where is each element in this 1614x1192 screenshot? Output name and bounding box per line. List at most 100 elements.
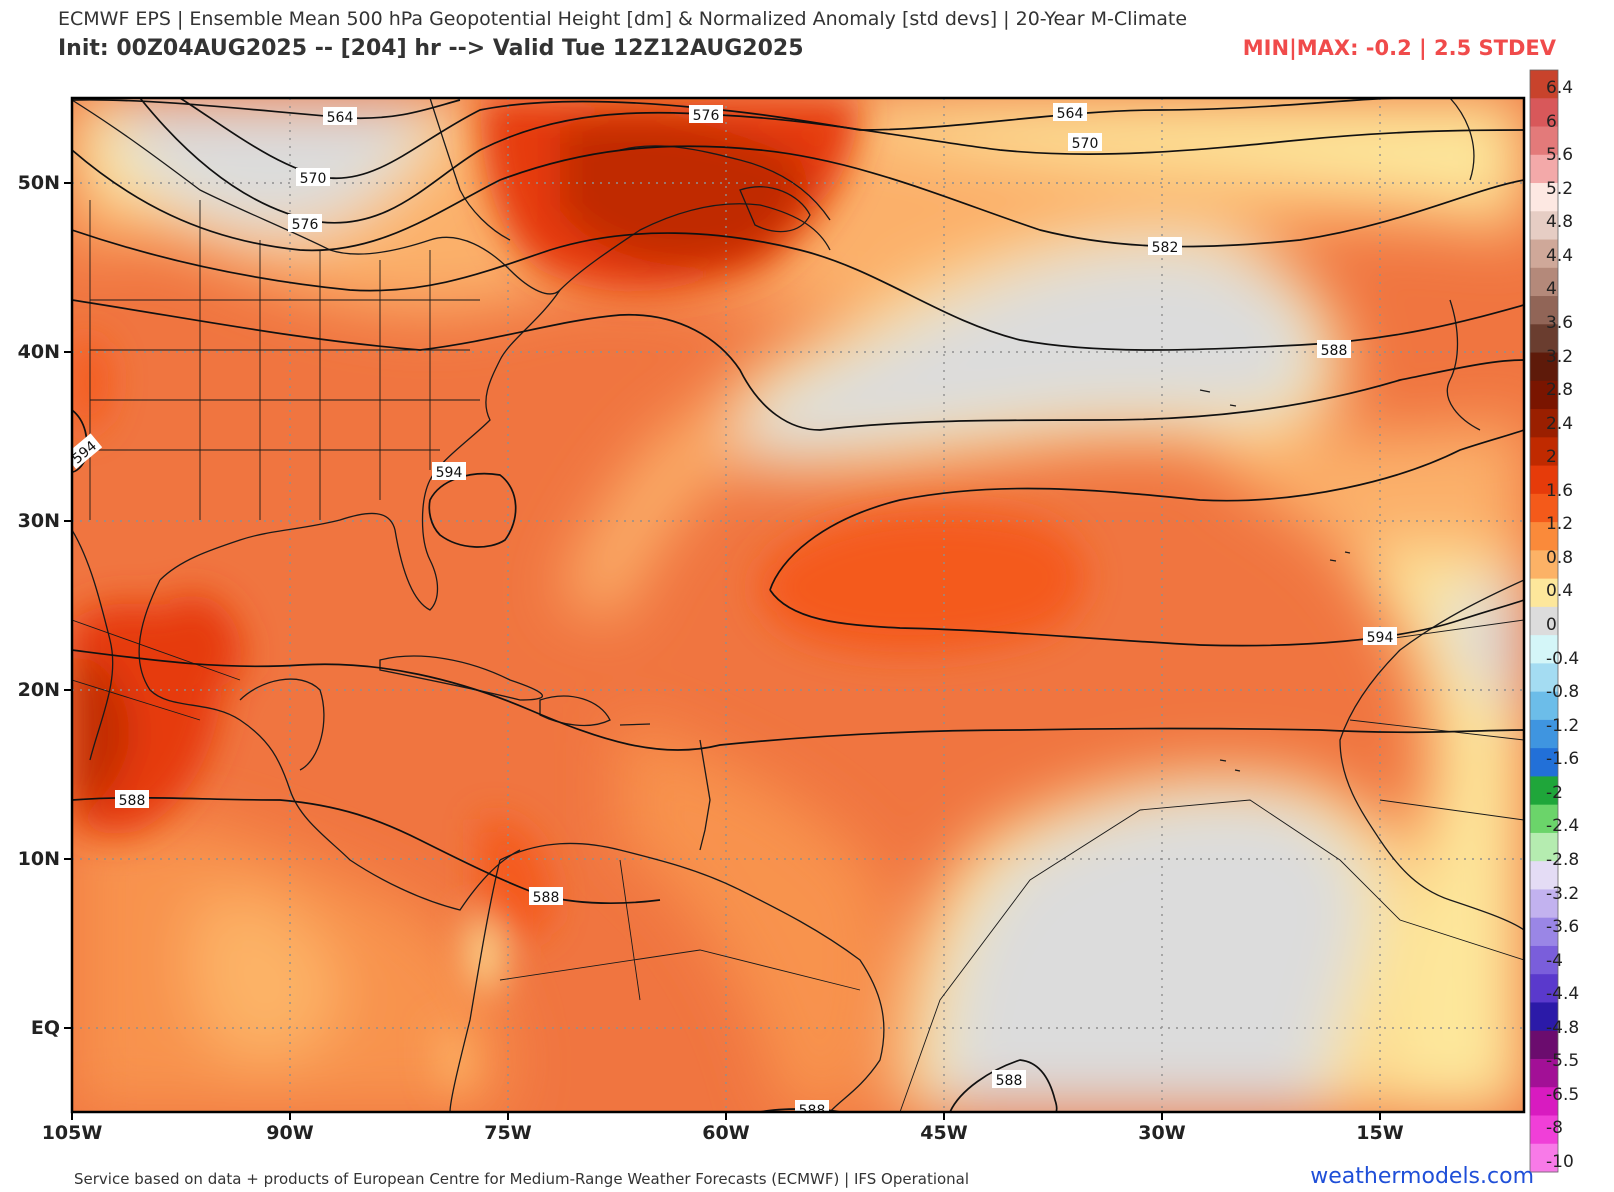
colorbar-swatch: [1530, 748, 1558, 777]
lat-label-eq: EQ: [30, 1017, 60, 1039]
colorbar-swatch: [1530, 239, 1558, 269]
colorbar-tick-label: -1.2: [1546, 715, 1580, 736]
colorbar-swatch: [1530, 409, 1558, 438]
colorbar-swatch: [1530, 352, 1558, 382]
colorbar-swatch: [1530, 98, 1558, 128]
contour-label: 582: [1152, 240, 1179, 256]
colorbar-swatch: [1530, 606, 1558, 636]
colorbar-tick-label: 1.6: [1546, 480, 1574, 501]
data-source-note: Service based on data + products of Euro…: [74, 1170, 970, 1188]
colorbar-swatch: [1530, 889, 1558, 919]
colorbar-tick-label: -1.6: [1546, 749, 1580, 770]
colorbar-swatch: [1530, 1087, 1558, 1116]
lat-label-30n: 30N: [17, 510, 60, 532]
colorbar-tick-label: -4: [1546, 950, 1563, 971]
colorbar-swatch: [1530, 663, 1558, 693]
axis-ticks: [64, 182, 1381, 1120]
lon-label-90w: 90W: [266, 1122, 314, 1144]
contour-label: 588: [799, 1103, 826, 1119]
lat-label-20n: 20N: [17, 679, 60, 701]
contour-label: 564: [327, 110, 354, 126]
political-borders: [72, 200, 1524, 1112]
contour-label: 594: [436, 465, 463, 481]
colorbar-tick-label: 2.4: [1546, 413, 1574, 434]
colorbar-tick-label: 1.2: [1546, 514, 1574, 535]
colorbar-tick-label: 5.6: [1546, 145, 1574, 166]
contour-label: 570: [300, 171, 327, 187]
lon-label-105w: 105W: [41, 1122, 103, 1144]
colorbar-swatch: [1530, 183, 1558, 212]
colorbar-tick-label: 0.8: [1546, 547, 1574, 568]
contour-label: 576: [693, 108, 720, 124]
colorbar-swatch: [1530, 1058, 1558, 1088]
colorbar-tick-label: -2.4: [1546, 816, 1580, 837]
colorbar-swatch: [1530, 917, 1558, 947]
anomaly-shading: 564 570 576 576 564 570 582 588 594 594 …: [72, 98, 1524, 1119]
colorbar-swatch: [1530, 522, 1558, 551]
contour-label: 588: [119, 793, 146, 809]
colorbar-swatch: [1530, 380, 1558, 410]
contour-label: 576: [292, 217, 319, 233]
map-title: ECMWF EPS | Ensemble Mean 500 hPa Geopot…: [58, 8, 1188, 30]
colorbar-swatch: [1530, 776, 1558, 806]
contour-label-group: 564 570 576 576 564 570 582 588 594 594 …: [72, 103, 1397, 1119]
colorbar-swatch: [1530, 1143, 1558, 1173]
colorbar-tick-label: 3.2: [1546, 346, 1574, 367]
colorbar-tick-label: -10: [1546, 1152, 1574, 1172]
lon-label-60w: 60W: [702, 1122, 750, 1144]
contour-label: 588: [996, 1073, 1023, 1089]
colorbar-swatch: [1530, 267, 1558, 297]
coastlines: [72, 98, 1524, 1112]
colorbar-tick-label: -3.2: [1546, 883, 1580, 904]
colorbar-tick-label: -3.6: [1546, 917, 1580, 938]
colorbar-swatch: [1530, 437, 1558, 467]
lat-label-40n: 40N: [17, 341, 60, 363]
colorbar-tick-label: -0.8: [1546, 682, 1580, 703]
colorbar-swatch: [1530, 493, 1558, 523]
colorbar-swatch: [1530, 211, 1558, 241]
lon-label-15w: 15W: [1356, 1122, 1404, 1144]
colorbar-tick-label: 6: [1546, 111, 1557, 132]
graticule: [72, 98, 1524, 1112]
colorbar-swatch: [1530, 126, 1558, 156]
colorbar-tick-label: 5.2: [1546, 178, 1574, 199]
colorbar-tick-label: -4.4: [1546, 984, 1580, 1005]
colorbar-swatch: [1530, 465, 1558, 495]
colorbar-tick-label: -6.5: [1546, 1084, 1580, 1105]
colorbar-tick-label: -4.8: [1546, 1017, 1580, 1038]
colorbar-swatch: [1530, 832, 1558, 862]
colorbar-tick-label: 0: [1546, 615, 1557, 635]
colorbar-swatch: [1530, 719, 1558, 749]
colorbar-swatch: [1530, 691, 1558, 721]
colorbar-swatch: [1530, 324, 1558, 354]
colorbar-tick-label: -2: [1546, 782, 1563, 803]
colorbar-tick-label: 4: [1546, 279, 1557, 300]
colorbar-swatch: [1530, 635, 1558, 664]
colorbar-swatch: [1530, 974, 1558, 1003]
colorbar-swatch: [1530, 154, 1558, 184]
colorbar-swatch: [1530, 1115, 1558, 1145]
colorbar-swatch: [1530, 1030, 1558, 1060]
colorbar-swatch: [1530, 70, 1558, 99]
colorbar-tick-label: -0.4: [1546, 648, 1580, 669]
colorbar-tick-label: 0.4: [1546, 581, 1574, 602]
colorbar-swatch: [1530, 296, 1558, 325]
contour-label: 570: [1072, 136, 1099, 152]
brand-link[interactable]: weathermodels.com: [1310, 1164, 1534, 1189]
colorbar-swatch: [1530, 550, 1558, 580]
colorbar-tick-label: -8: [1546, 1118, 1563, 1139]
colorbar-tick-label: 6.4: [1546, 78, 1574, 98]
lon-label-30w: 30W: [1138, 1122, 1186, 1144]
colorbar-swatch: [1530, 1002, 1558, 1032]
lon-label-45w: 45W: [920, 1122, 968, 1144]
colorbar-swatch: [1530, 804, 1558, 834]
map-frame: [70, 96, 1526, 1114]
colorbar-swatch: [1530, 578, 1558, 608]
colorbar-tick-label: 4.8: [1546, 212, 1574, 233]
contour-label: 588: [1321, 343, 1348, 359]
colorbar-tick-label: 2.8: [1546, 380, 1574, 401]
colorbar: [1529, 69, 1559, 1173]
colorbar-tick-label: 2: [1546, 447, 1557, 468]
contour-label: 594: [1367, 630, 1394, 646]
